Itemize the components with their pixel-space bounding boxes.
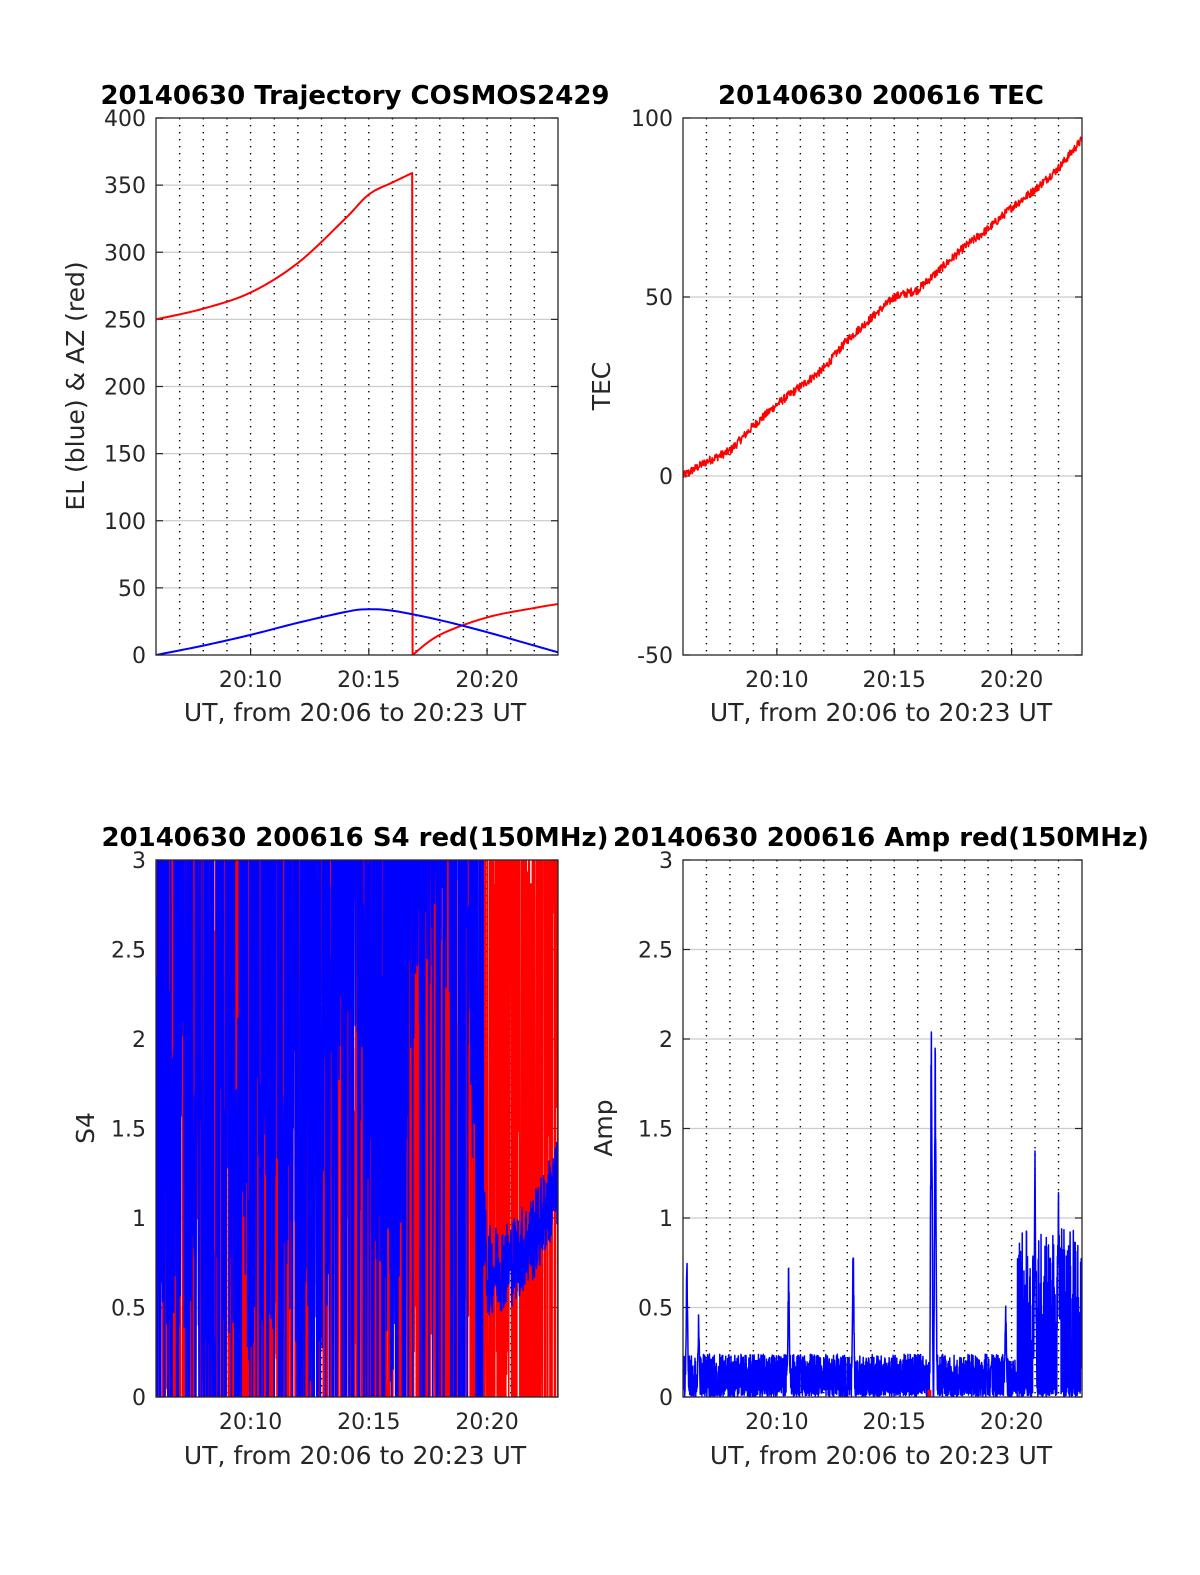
x-tick-label: 20:10	[219, 1410, 282, 1435]
y-tick-label: 100	[104, 510, 146, 535]
series-red-line	[683, 136, 1082, 479]
panel-title: 20140630 200616 Amp red(150MHz)	[613, 823, 1149, 853]
panel-s4: 20140630 200616 S4 red(150MHz) 0 0.5 1 1.5 2…	[71, 823, 609, 1470]
y-tick-label: 2	[132, 1028, 146, 1053]
y-tick-label: -50	[637, 644, 673, 669]
panel-trajectory: 20140630 Trajectory COSMOS2429 0 50 100 150…	[61, 81, 610, 727]
x-tick-label: 20:20	[455, 1410, 518, 1435]
series-blue-line	[156, 860, 558, 1397]
y-tick-label: 300	[104, 241, 146, 266]
grid	[683, 859, 1082, 1398]
y-tick-label: 2	[659, 1028, 673, 1053]
y-tick-label: 2.5	[638, 939, 673, 964]
tick-labels: 0 0.5 1 1.5 2 2.5 3 20:10 20:15 20:20	[111, 849, 519, 1435]
plot-area	[683, 136, 1082, 479]
axes-box	[155, 117, 559, 656]
y-tick-label: 250	[104, 308, 146, 333]
x-axis-label: UT, from 20:06 to 20:23 UT	[184, 1441, 527, 1470]
x-tick-label: 20:10	[745, 668, 808, 693]
x-tick-label: 20:20	[980, 1410, 1043, 1435]
x-tick-label: 20:15	[863, 668, 926, 693]
y-tick-label: 3	[659, 849, 673, 874]
y-axis-label: Amp	[589, 1099, 618, 1156]
y-tick-label: 100	[631, 107, 673, 132]
x-tick-label: 20:20	[455, 668, 518, 693]
x-tick-label: 20:15	[863, 1410, 926, 1435]
y-tick-label: 0	[132, 644, 146, 669]
x-tick-label: 20:10	[219, 668, 282, 693]
y-tick-label: 0	[659, 1386, 673, 1411]
plot-area	[156, 172, 558, 655]
x-axis-label: UT, from 20:06 to 20:23 UT	[710, 1441, 1053, 1470]
panel-title: 20140630 200616 TEC	[718, 81, 1044, 111]
y-tick-label: 1	[132, 1207, 146, 1232]
y-tick-label: 400	[104, 107, 146, 132]
y-axis-label: EL (blue) & AZ (red)	[61, 261, 90, 510]
y-tick-label: 0.5	[111, 1297, 146, 1322]
plot-area	[156, 860, 558, 1397]
y-tick-label: 50	[645, 286, 673, 311]
y-tick-label: 1.5	[111, 1118, 146, 1143]
tick-labels: 0 0.5 1 1.5 2 2.5 3 20:10 20:15 20:20	[638, 849, 1043, 1435]
axes-box	[155, 859, 559, 1398]
x-axis-label: UT, from 20:06 to 20:23 UT	[184, 698, 527, 727]
panel-title: 20140630 200616 S4 red(150MHz)	[101, 823, 608, 853]
y-tick-label: 0	[659, 465, 673, 490]
tick-labels: -50 0 50 100 20:10 20:15 20:20	[631, 107, 1043, 693]
y-tick-label: 350	[104, 174, 146, 199]
y-tick-label: 150	[104, 443, 146, 468]
y-tick-label: 200	[104, 376, 146, 401]
series-blue-line	[156, 608, 558, 655]
y-tick-label: 0.5	[638, 1297, 673, 1322]
y-tick-label: 3	[132, 849, 146, 874]
axes-box	[682, 117, 1083, 656]
plot-area	[683, 1031, 1082, 1397]
y-axis-label: S4	[71, 1112, 100, 1144]
tick-labels: 0 50 100 150 200 250 300 350 400 20:10 20:15 20:20	[104, 107, 519, 693]
series-blue-line	[683, 1031, 1082, 1397]
grid	[156, 117, 558, 656]
x-tick-label: 20:20	[980, 668, 1043, 693]
x-tick-label: 20:10	[745, 1410, 808, 1435]
panel-title: 20140630 Trajectory COSMOS2429	[100, 81, 609, 111]
y-axis-label: TEC	[587, 362, 616, 412]
y-tick-label: 0	[132, 1386, 146, 1411]
panel-tec: 20140630 200616 TEC -50 0 50 100 20:10 20:15 2…	[587, 81, 1083, 727]
y-tick-label: 2.5	[111, 939, 146, 964]
series-red-line	[156, 172, 558, 655]
panel-amp: 20140630 200616 Amp red(150MHz) 0 0.5 1 1.5…	[589, 823, 1149, 1470]
x-tick-label: 20:15	[337, 1410, 400, 1435]
x-axis-label: UT, from 20:06 to 20:23 UT	[710, 698, 1053, 727]
y-tick-label: 1.5	[638, 1118, 673, 1143]
y-tick-label: 50	[118, 577, 146, 602]
y-tick-label: 1	[659, 1207, 673, 1232]
x-tick-label: 20:15	[337, 668, 400, 693]
axes-box	[682, 859, 1083, 1398]
